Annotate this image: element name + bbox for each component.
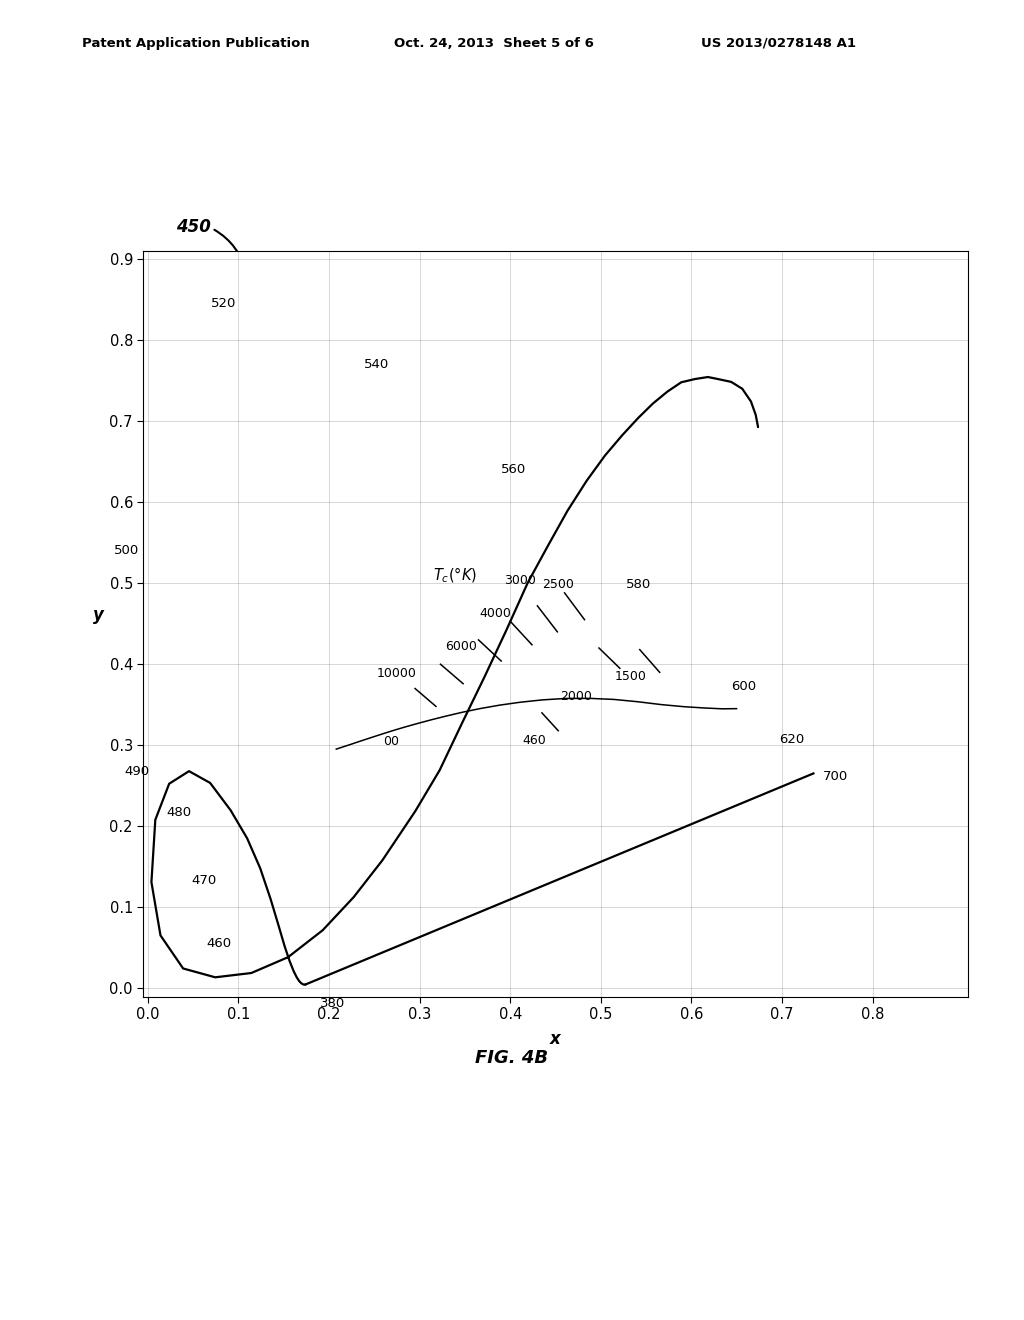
Text: 480: 480 (166, 807, 191, 820)
Text: 10000: 10000 (377, 668, 417, 681)
Text: 6000: 6000 (445, 640, 477, 653)
Text: US 2013/0278148 A1: US 2013/0278148 A1 (701, 37, 856, 50)
Text: 450: 450 (176, 218, 211, 236)
Text: 4000: 4000 (479, 607, 511, 619)
Text: 620: 620 (779, 733, 805, 746)
X-axis label: x: x (550, 1031, 561, 1048)
Text: 490: 490 (125, 764, 150, 777)
Text: 580: 580 (626, 578, 651, 591)
Text: Patent Application Publication: Patent Application Publication (82, 37, 309, 50)
Text: 470: 470 (191, 874, 217, 887)
Text: 380: 380 (319, 997, 345, 1010)
Text: 520: 520 (211, 297, 237, 310)
Y-axis label: y: y (92, 606, 103, 624)
Text: 3000: 3000 (504, 574, 536, 587)
Text: FIG. 4B: FIG. 4B (475, 1049, 549, 1068)
Text: 560: 560 (501, 463, 526, 477)
Text: $T_c(°K)$: $T_c(°K)$ (433, 565, 477, 585)
Text: 500: 500 (114, 544, 139, 557)
Text: 460: 460 (522, 734, 546, 747)
Text: 2000: 2000 (560, 690, 592, 704)
Text: Oct. 24, 2013  Sheet 5 of 6: Oct. 24, 2013 Sheet 5 of 6 (394, 37, 594, 50)
Text: 00: 00 (383, 735, 399, 747)
Text: 540: 540 (364, 358, 389, 371)
Text: 2500: 2500 (542, 578, 573, 591)
Text: 460: 460 (206, 937, 231, 949)
Text: 600: 600 (731, 680, 757, 693)
Text: 700: 700 (822, 771, 848, 783)
Text: 1500: 1500 (614, 669, 646, 682)
